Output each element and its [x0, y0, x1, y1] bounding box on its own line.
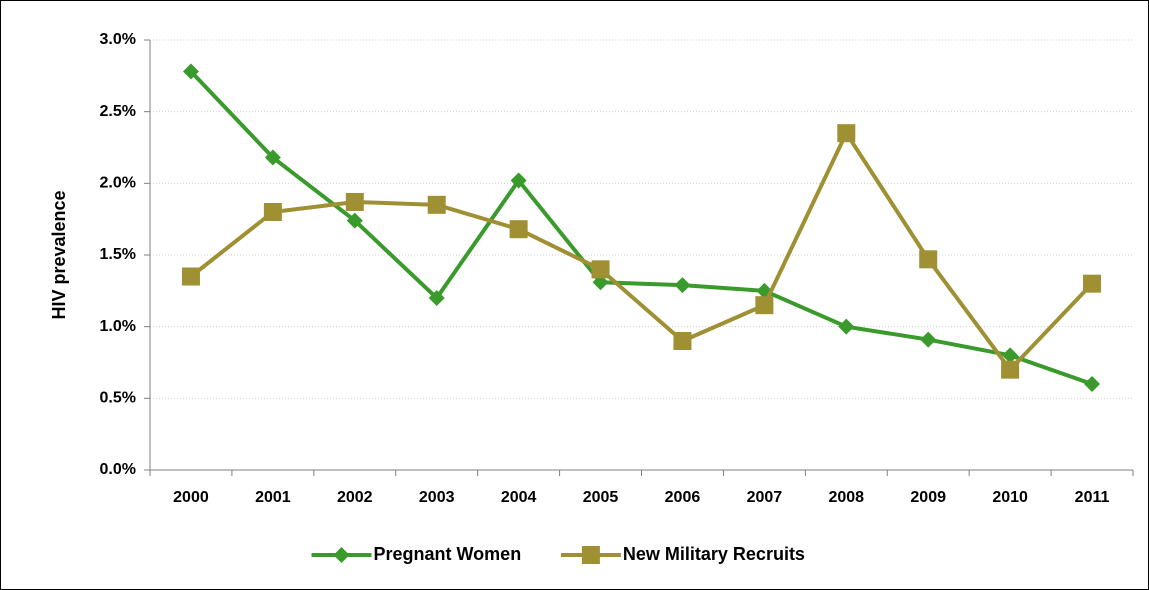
- data-point: [591, 260, 610, 279]
- data-point: [673, 332, 692, 350]
- data-point: [1084, 376, 1101, 392]
- data-point: [1083, 274, 1102, 293]
- data-point: [837, 124, 856, 143]
- data-point: [838, 318, 855, 335]
- data-point: [1001, 360, 1020, 379]
- y-tick-label: 2.0%: [100, 175, 136, 192]
- y-tick-label: 0.0%: [100, 461, 136, 478]
- legend-item: New Military Recruits: [560, 544, 805, 564]
- x-tick-label: 2006: [665, 489, 701, 506]
- x-tick-label: 2000: [173, 489, 209, 506]
- data-point: [182, 63, 199, 80]
- y-axis-title: HIV prevalence: [49, 190, 69, 319]
- data-point: [346, 212, 363, 229]
- y-tick-label: 0.5%: [100, 390, 136, 407]
- legend-label: New Military Recruits: [623, 544, 805, 564]
- x-tick-label: 2011: [1075, 489, 1110, 506]
- data-point: [1002, 347, 1019, 364]
- x-tick-label: 2010: [992, 489, 1028, 506]
- data-point: [264, 149, 281, 166]
- y-tick-label: 1.5%: [100, 246, 136, 263]
- y-tick-label: 1.0%: [100, 318, 136, 335]
- legend-item: Pregnant Women: [311, 544, 522, 564]
- x-tick-label: 2005: [583, 489, 619, 506]
- x-tick-label: 2001: [255, 489, 291, 506]
- data-point: [755, 296, 774, 315]
- data-point: [427, 195, 446, 214]
- y-tick-label: 2.5%: [100, 103, 136, 120]
- data-point: [345, 192, 364, 211]
- data-point: [428, 290, 445, 306]
- data-point: [920, 331, 937, 348]
- data-point: [674, 277, 691, 294]
- legend-marker: [581, 546, 600, 564]
- x-tick-label: 2002: [337, 489, 373, 506]
- legend-marker: [333, 547, 350, 563]
- data-point: [510, 172, 527, 189]
- series-line: [189, 70, 1093, 386]
- data-point: [263, 203, 282, 221]
- series-line: [189, 131, 1094, 372]
- x-tick-label: 2008: [828, 489, 864, 506]
- legend-label: Pregnant Women: [374, 544, 522, 564]
- x-tick-label: 2007: [747, 489, 783, 506]
- data-point: [181, 267, 200, 286]
- x-tick-label: 2009: [910, 489, 946, 506]
- y-tick-label: 3.0%: [100, 31, 136, 48]
- data-point: [509, 220, 528, 239]
- x-tick-label: 2004: [501, 489, 537, 506]
- x-tick-label: 2003: [419, 489, 455, 506]
- data-point: [919, 250, 938, 269]
